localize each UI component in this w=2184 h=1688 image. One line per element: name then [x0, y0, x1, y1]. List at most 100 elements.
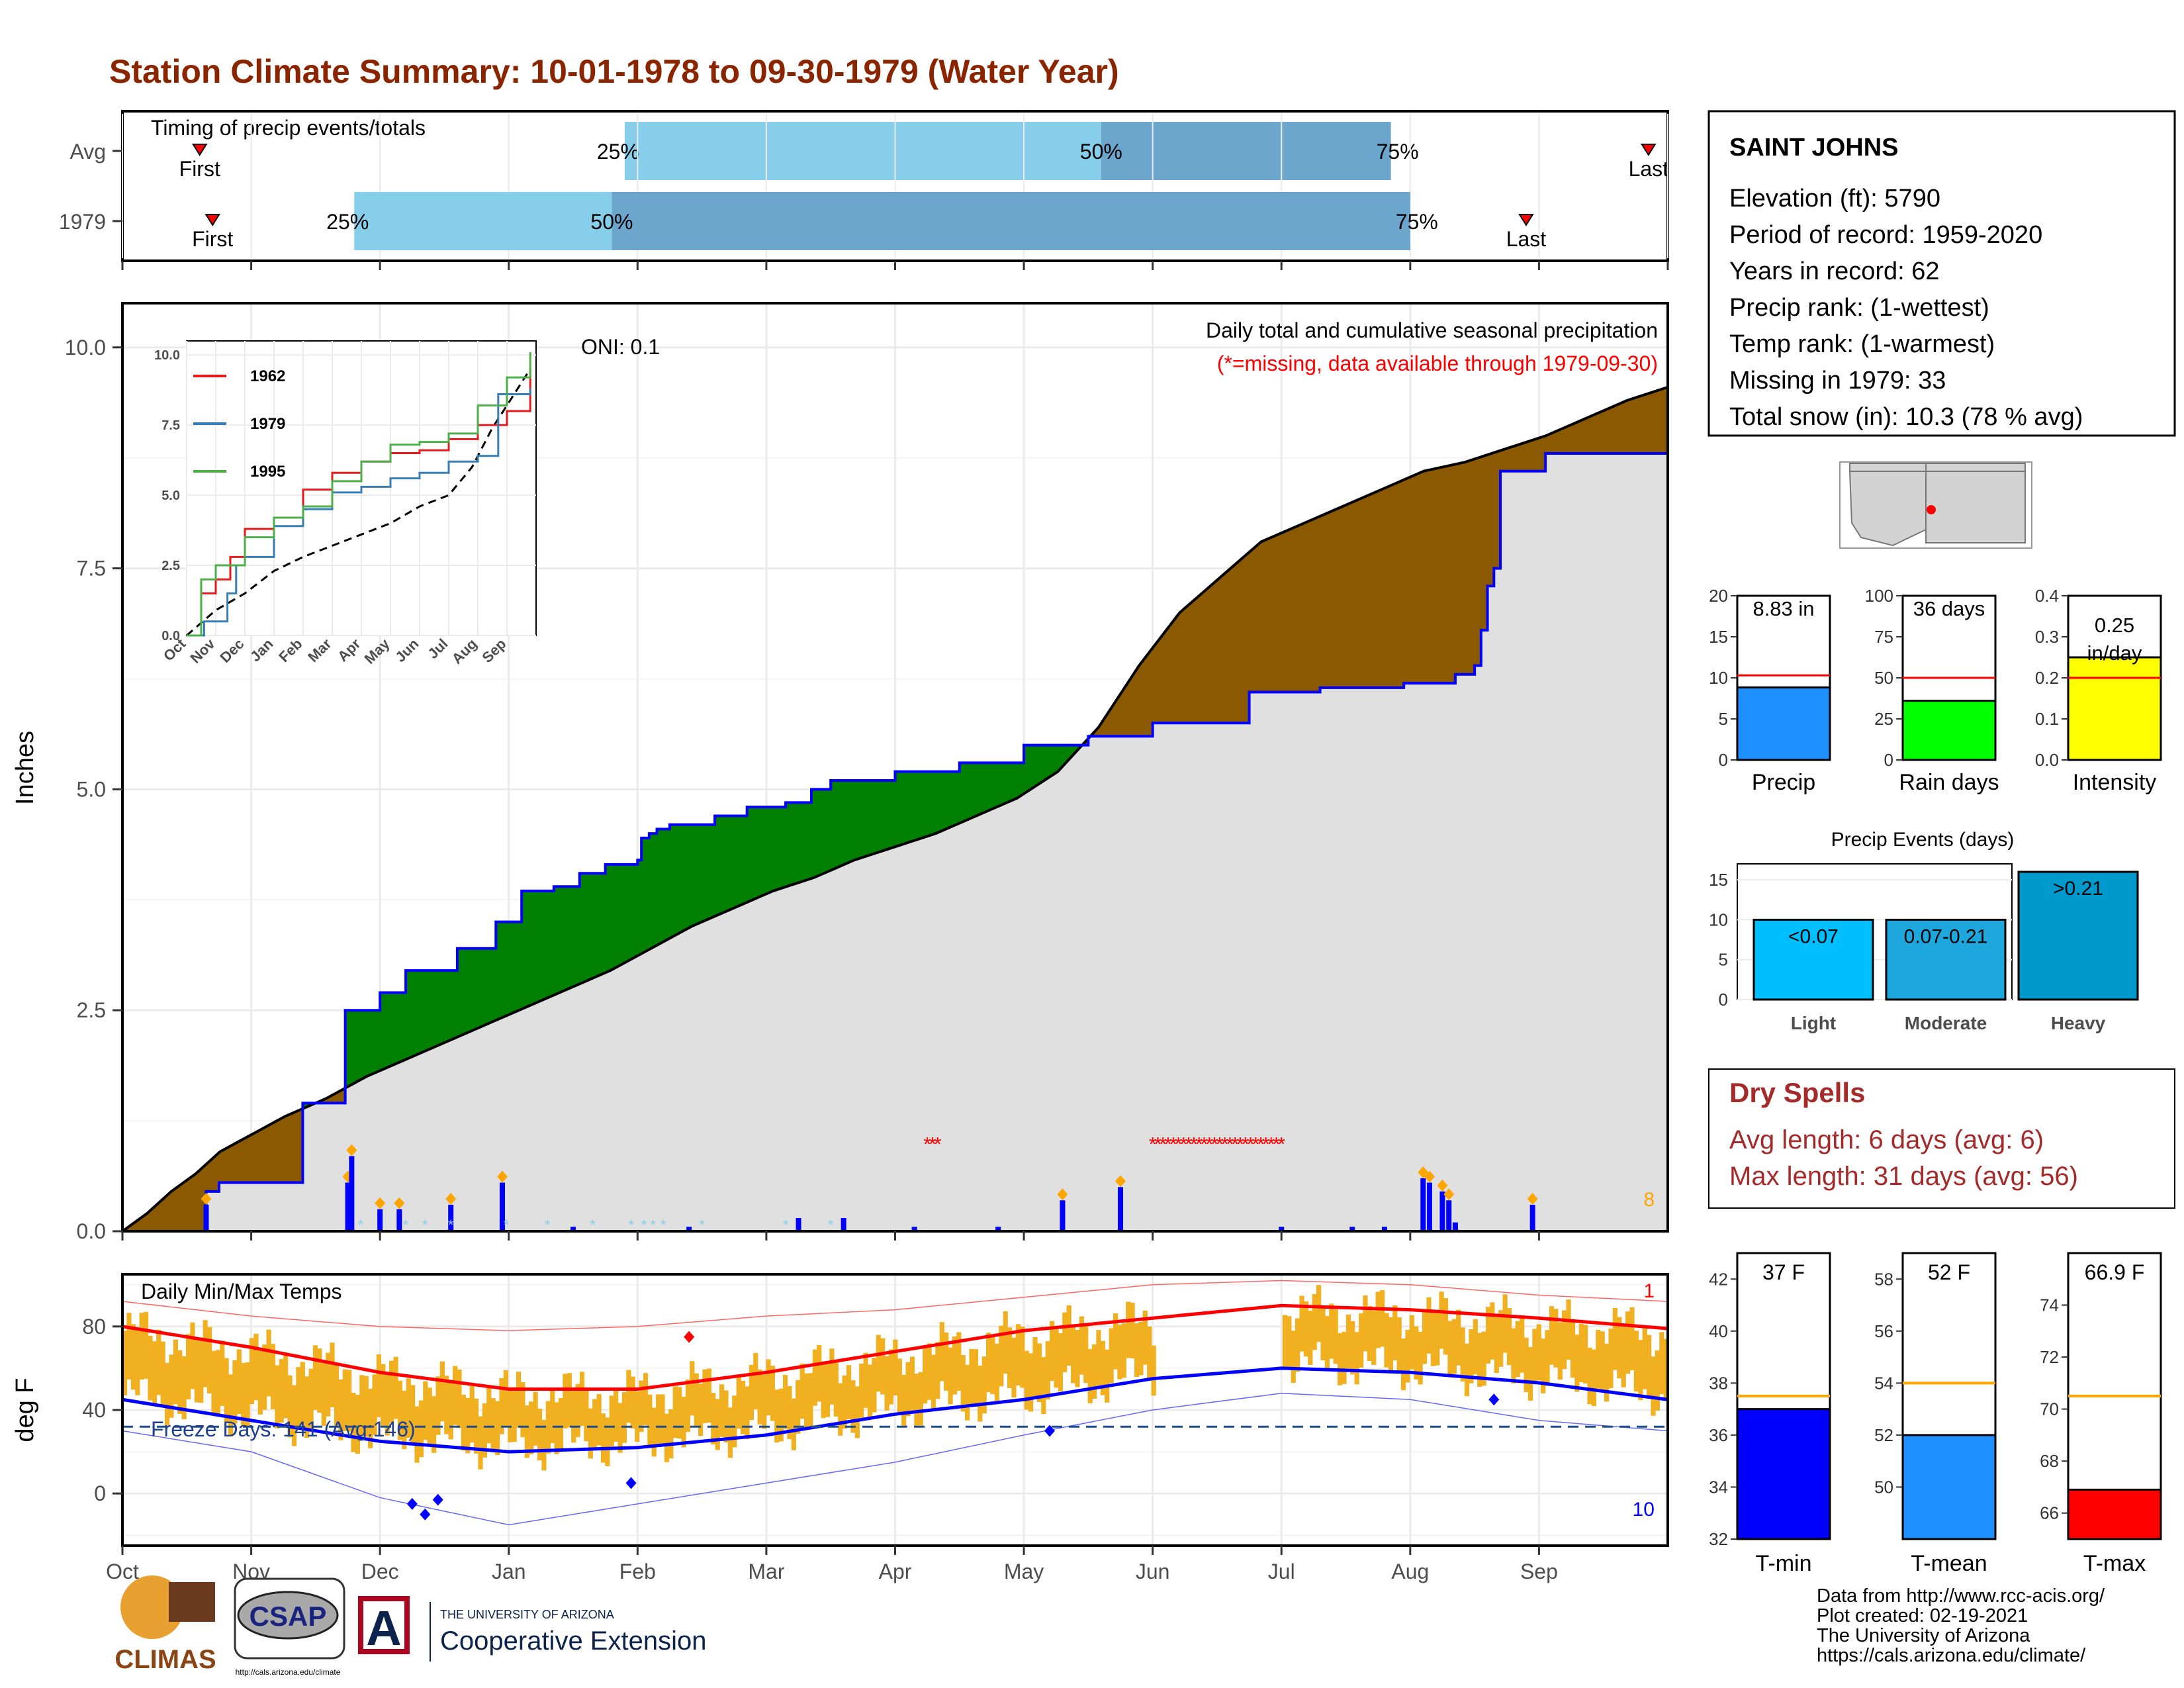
daily-temp-range-bar: [723, 1390, 729, 1443]
daily-temp-range-bar: [148, 1335, 153, 1401]
temp-title: Daily Min/Max Temps: [141, 1280, 341, 1303]
daily-temp-range-bar: [1549, 1306, 1555, 1365]
snow-marker: *: [628, 1217, 634, 1233]
precip-panel: * * * * * * * * * * * * * **** ***********************…: [11, 302, 1669, 1243]
temp-bar-tick-label: 36: [1709, 1425, 1728, 1445]
temp-bar-value-label: 52 F: [1928, 1260, 1970, 1284]
daily-temp-range-bar: [918, 1372, 923, 1426]
daily-temp-range-bar: [397, 1380, 403, 1440]
mini-bar-fill-intensity: [2067, 656, 2162, 761]
record-low-marker: [1488, 1393, 1500, 1406]
daily-temp-range-bar: [1604, 1343, 1610, 1402]
daily-precip-bar: [1446, 1200, 1452, 1231]
missing-data-marker: *: [1236, 1133, 1244, 1155]
locator-map: [1839, 461, 2032, 549]
daily-temp-range-bar: [1557, 1322, 1563, 1380]
mini-bar-category-label: Rain days: [1899, 770, 1999, 795]
daily-precip-bar: [448, 1204, 454, 1231]
daily-precip-bar: [377, 1209, 383, 1231]
timing-panel: Timing of precip events/totals 25% 50% 75%…: [59, 110, 1669, 270]
daily-temp-range-bar: [1117, 1325, 1122, 1380]
timing-q75-label: 75%: [1377, 140, 1419, 164]
mini-bar-value-label: 0.25 in/day: [2087, 614, 2142, 665]
daily-temp-range-bar: [130, 1324, 136, 1390]
missing-data-marker: *: [1210, 1133, 1218, 1155]
daily-temp-range-bar: [1400, 1338, 1406, 1391]
daily-temp-range-bar: [1591, 1349, 1597, 1407]
daily-temp-range-bar: [1642, 1327, 1647, 1389]
daily-temp-range-bar: [635, 1391, 640, 1442]
daily-temp-range-bar: [1511, 1328, 1516, 1383]
missing-data-marker: *: [923, 1133, 931, 1155]
mini-bar-category-label: Intensity: [2073, 770, 2157, 795]
daily-temp-range-bar: [656, 1394, 661, 1445]
daily-precip-bar: [995, 1227, 1001, 1231]
daily-temp-range-bar: [948, 1347, 953, 1405]
heavy-event-marker: [1443, 1188, 1455, 1201]
heavy-event-marker: [394, 1197, 405, 1209]
footer: Data from http://www.rcc-acis.org/ Plot …: [114, 1575, 2105, 1677]
daily-temp-range-bar: [1612, 1307, 1618, 1370]
daily-precip-bar: [1060, 1200, 1066, 1231]
daily-temp-range-bar: [342, 1369, 347, 1431]
daily-temp-range-bar: [909, 1356, 915, 1411]
inset-y-tick-label: 5.0: [161, 489, 180, 503]
daily-temp-range-bar: [541, 1420, 547, 1471]
missing-data-marker: *: [1190, 1133, 1198, 1155]
daily-temp-range-bar: [778, 1388, 784, 1442]
daily-precip-bar: [1529, 1204, 1535, 1231]
record-max-line: [122, 1280, 1668, 1331]
daily-temp-range-bar: [643, 1373, 649, 1426]
inset-legend-label: 1962: [250, 367, 285, 385]
daily-temp-range-bar: [1587, 1347, 1592, 1405]
daily-temp-range-bar: [439, 1361, 445, 1422]
month-label: Sep: [1520, 1560, 1558, 1583]
daily-temp-range-bar: [385, 1375, 390, 1436]
events-category-label: Light: [1791, 1013, 1836, 1033]
temp-bar-tick-label: 42: [1709, 1269, 1728, 1289]
station-frame: [1707, 110, 2176, 437]
temp-bar-fill-t-max: [2067, 1488, 2162, 1540]
daily-temp-range-bar: [1367, 1306, 1372, 1361]
missing-data-marker: *: [1251, 1133, 1259, 1155]
daily-temp-range-bar: [842, 1375, 847, 1429]
dry-spells-panel: Dry Spells Avg length: 6 days (avg: 6) M…: [1708, 1068, 2175, 1209]
timing-q50-q75-bar: [612, 192, 1410, 250]
climas-logo: CLIMAS: [114, 1575, 216, 1674]
daily-temp-range-bar: [381, 1364, 386, 1426]
daily-temp-range-bar: [1308, 1311, 1313, 1365]
daily-temp-range-bar: [1426, 1297, 1432, 1354]
daily-temp-range-bar: [220, 1340, 225, 1406]
daily-temp-range-bar: [1070, 1325, 1076, 1383]
mini-bar-value-label: 36 days: [1913, 597, 1985, 620]
first-event-marker: [191, 144, 208, 156]
daily-temp-range-bar: [825, 1362, 831, 1417]
last-event-label: Last: [1629, 157, 1669, 181]
mini-bar-tick-label: 20: [1709, 586, 1728, 606]
daily-temp-range-bar: [1532, 1329, 1537, 1385]
csap-url: http://cals.arizona.edu/climate: [236, 1667, 341, 1677]
mini-bar-tick-label: 0.1: [2035, 709, 2059, 729]
daily-temp-range-bar: [1396, 1317, 1402, 1372]
daily-temp-range-bar: [215, 1350, 220, 1415]
daily-temp-range-bar: [312, 1345, 318, 1410]
station-elevation: Elevation (ft): 5790: [1729, 185, 1940, 212]
daily-temp-range-bar: [821, 1363, 826, 1419]
daily-temp-range-bar: [567, 1373, 572, 1428]
daily-temp-range-bar: [600, 1413, 606, 1463]
map-northern-states-shape: [1849, 463, 2026, 472]
record-low-marker: [625, 1477, 637, 1489]
daily-temp-range-bar: [1524, 1337, 1529, 1393]
daily-temp-range-bar: [139, 1313, 144, 1380]
missing-data-marker: *: [1231, 1133, 1239, 1155]
daily-temp-range-bar: [1096, 1330, 1101, 1386]
temp-bar-tick-label: 34: [1709, 1477, 1728, 1497]
climas-land-shape: [169, 1582, 215, 1622]
daily-temp-range-bar: [960, 1355, 966, 1412]
daily-temp-range-bar: [410, 1385, 416, 1444]
seasonal-temperature-bars: 37 F 32 34 36 38 40 42 T-min 52 F 50 52 54 56 58 T-mea…: [1709, 1252, 2162, 1576]
footer-plot-created: Plot created: 02-19-2021: [1817, 1605, 2028, 1626]
daily-temp-range-bar: [614, 1390, 619, 1442]
daily-temp-range-bar: [1303, 1301, 1309, 1357]
